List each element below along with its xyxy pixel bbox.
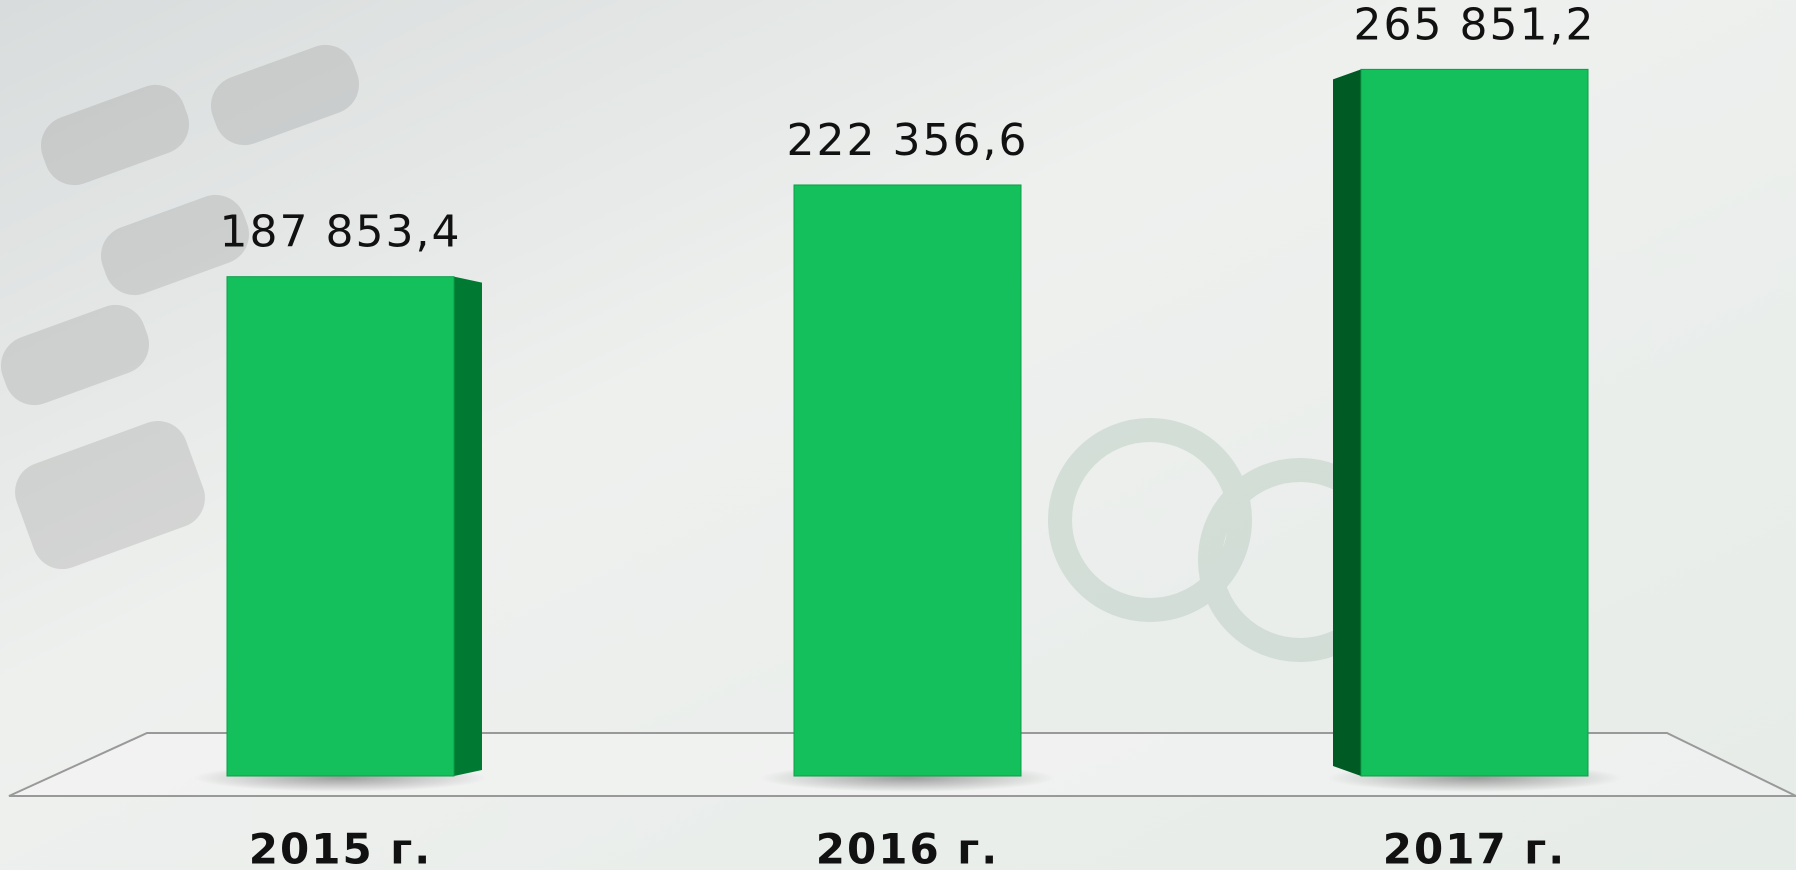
bar-side [454,276,482,776]
x-tick-label: 2015 г. [249,825,432,870]
bar [793,184,1022,777]
bar [226,276,455,777]
data-label: 222 356,6 [787,115,1029,166]
bar [1360,68,1589,777]
data-label: 187 853,4 [220,207,462,258]
data-label: 265 851,2 [1354,0,1596,50]
x-tick-label: 2016 г. [816,825,999,870]
background-decoration [1,44,1402,662]
bar-side [1333,69,1361,777]
x-tick-label: 2017 г. [1383,825,1566,870]
